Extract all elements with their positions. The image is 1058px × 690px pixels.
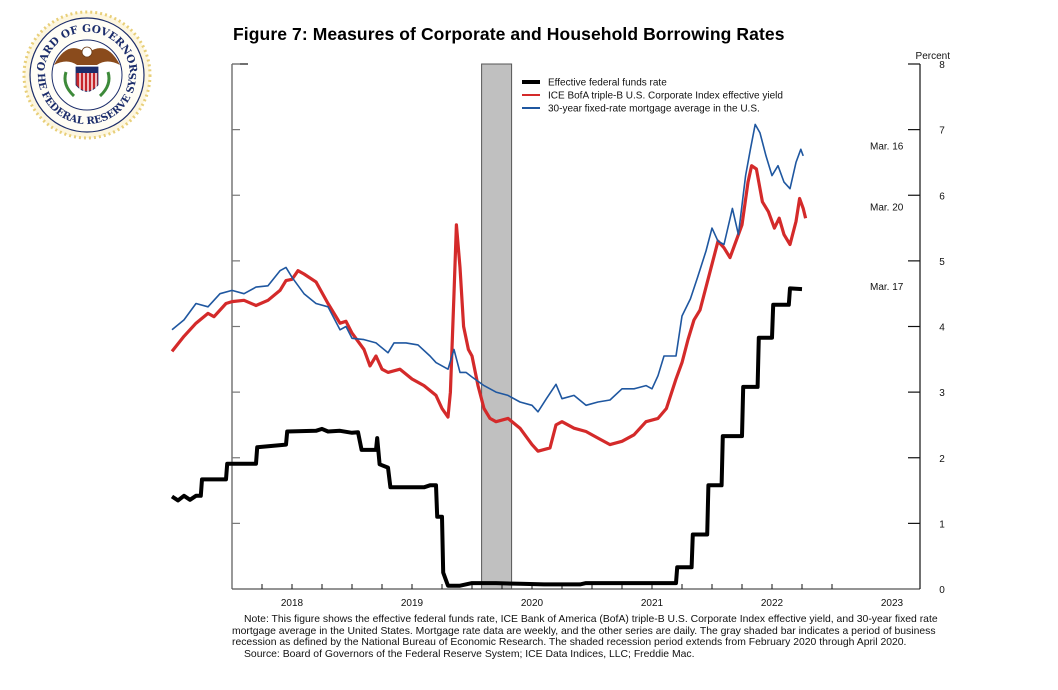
legend-label: ICE BofA triple-B U.S. Corporate Index e… <box>548 91 783 102</box>
legend-label: 30-year fixed-rate mortgage average in t… <box>548 104 760 115</box>
figure-note: Note: This figure shows the effective fe… <box>232 614 952 660</box>
mortgage-rate-line <box>171 123 804 413</box>
y-tick-label: 1 <box>939 519 945 530</box>
source-text: Source: Board of Governors of the Federa… <box>244 648 695 660</box>
x-tick-label: 2021 <box>641 598 664 609</box>
fed-funds-rate-line <box>170 286 803 588</box>
x-tick-label: 2019 <box>401 598 424 609</box>
x-tick-label: 2022 <box>761 598 784 609</box>
legend-label: Effective federal funds rate <box>548 78 667 89</box>
x-tick-label: 2020 <box>521 598 544 609</box>
y-tick-label: 8 <box>939 60 945 71</box>
corporate-yield-line <box>170 164 808 453</box>
seal-icon: BOARD OF GOVERNORS OF THE FEDERAL RESERV… <box>16 1 152 140</box>
y-tick-label: 7 <box>939 126 945 137</box>
y-tick-label: 0 <box>939 585 945 596</box>
recession-shading <box>481 63 513 590</box>
note-text: Note: This figure shows the effective fe… <box>232 614 938 649</box>
y-axis-label: Percent <box>916 51 951 62</box>
series-end-label: Mar. 16 <box>870 141 904 152</box>
x-tick-label: 2023 <box>881 598 904 609</box>
y-tick-label: 2 <box>939 454 945 465</box>
y-tick-label: 5 <box>939 257 945 268</box>
series-end-label: Mar. 17 <box>870 282 904 293</box>
chart-title: Figure 7: Measures of Corporate and Hous… <box>233 24 785 44</box>
y-tick-label: 4 <box>939 323 945 334</box>
y-tick-label: 6 <box>939 191 945 202</box>
series-end-label: Mar. 20 <box>870 202 904 213</box>
x-tick-label: 2018 <box>281 598 304 609</box>
federal-reserve-seal-logo: BOARD OF GOVERNORS OF THE FEDERAL RESERV… <box>16 1 152 140</box>
y-tick-label: 3 <box>939 388 945 399</box>
